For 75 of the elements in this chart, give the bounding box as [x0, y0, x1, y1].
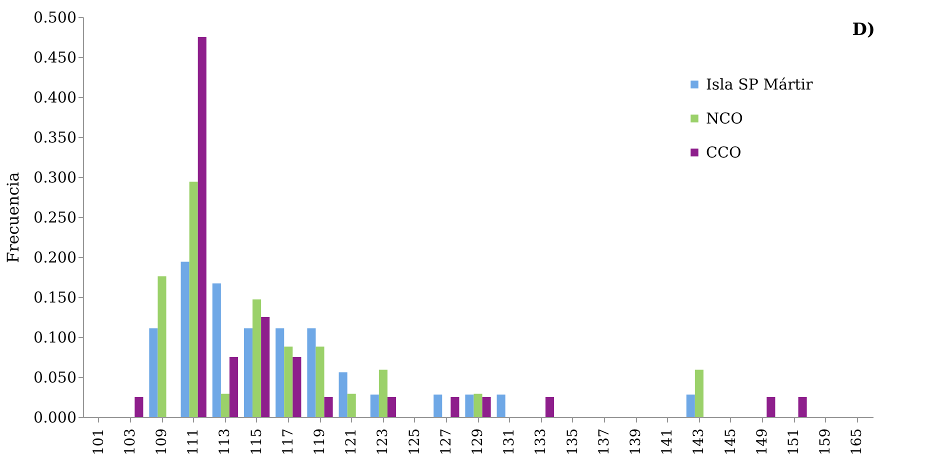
bar	[229, 357, 238, 417]
bar	[387, 397, 396, 417]
y-tick-label: 0.300	[34, 168, 76, 186]
bar	[276, 328, 284, 417]
bar	[474, 394, 482, 417]
legend-label: NCO	[706, 110, 743, 128]
x-tick-label: 121	[344, 428, 360, 456]
x-tick-label: 135	[564, 428, 581, 456]
bar	[252, 299, 262, 417]
bar	[798, 397, 807, 417]
x-tick-label: 123	[375, 428, 392, 456]
x-tick-label: 115	[248, 428, 265, 456]
x-tick-label: 129	[470, 428, 486, 456]
bar	[284, 346, 293, 417]
x-tick-label: 113	[217, 428, 234, 456]
bar	[198, 37, 206, 417]
x-tick-label: 165	[849, 428, 866, 456]
x-tick-label: 133	[533, 428, 550, 456]
bar	[450, 397, 460, 417]
legend-label: CCO	[706, 144, 742, 162]
annotation: D)	[852, 20, 875, 40]
y-tick-label: 0.100	[34, 328, 76, 346]
bar	[545, 397, 554, 417]
y-tick-label: 0.350	[34, 128, 76, 146]
x-tick-label: 149	[754, 428, 770, 456]
bar	[686, 394, 695, 417]
bar	[434, 394, 442, 417]
bar	[338, 372, 348, 417]
y-tick-label: 0.500	[34, 8, 76, 26]
bar	[212, 283, 221, 417]
bar	[149, 328, 158, 417]
y-tick-label: 0.250	[34, 208, 76, 226]
y-tick-label: 0.050	[34, 368, 76, 386]
x-tick-label: 141	[660, 428, 676, 456]
x-tick-label: 119	[312, 428, 328, 456]
bar	[158, 276, 166, 417]
bar	[694, 370, 704, 417]
y-axis-title: Frecuencia	[4, 172, 23, 263]
bar	[316, 346, 324, 417]
bar	[766, 397, 776, 417]
bar	[244, 328, 253, 417]
x-tick-label: 143	[691, 428, 708, 456]
bar	[307, 328, 316, 417]
x-tick-label: 117	[280, 428, 296, 456]
x-tick-label: 145	[722, 428, 739, 456]
x-tick-label: 159	[818, 428, 834, 456]
bar	[378, 370, 388, 417]
x-tick-label: 151	[786, 428, 802, 456]
x-tick-label: 131	[502, 428, 518, 456]
x-tick-label: 103	[122, 428, 138, 456]
bar	[134, 397, 144, 417]
x-tick-label: 137	[596, 428, 612, 456]
x-tick-label: 109	[154, 428, 170, 456]
y-tick-label: 0.200	[34, 248, 76, 266]
bar	[180, 262, 190, 417]
bar	[261, 317, 270, 417]
y-tick-label: 0.400	[34, 88, 76, 106]
x-tick-label: 101	[90, 428, 107, 456]
bar	[220, 394, 230, 417]
bar	[482, 397, 491, 417]
bar	[496, 394, 506, 417]
bar	[292, 357, 302, 417]
y-tick-label: 0.450	[34, 48, 76, 66]
x-tick-label: 139	[628, 428, 644, 456]
bar	[189, 182, 198, 417]
bar	[465, 394, 474, 417]
legend-label: Isla SP Mártir	[706, 76, 814, 94]
y-tick-label: 0.000	[34, 408, 76, 426]
bar	[347, 394, 356, 417]
y-tick-label: 0.150	[34, 288, 76, 306]
x-tick-label: 127	[438, 428, 454, 456]
x-tick-label: 125	[406, 428, 423, 456]
x-tick-label: 111	[186, 428, 202, 456]
bar	[324, 397, 333, 417]
bar	[370, 394, 379, 417]
